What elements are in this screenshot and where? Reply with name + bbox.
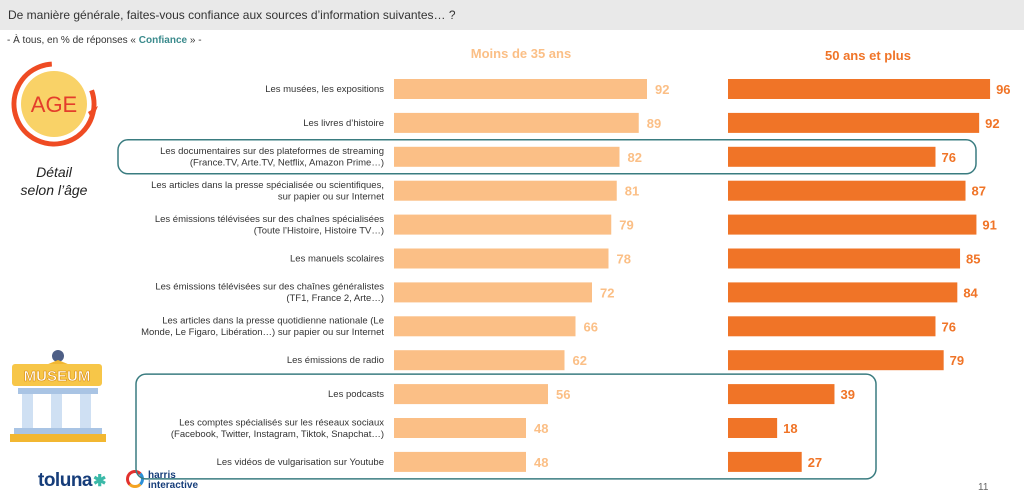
detail-line2: selon l’âge <box>20 182 88 198</box>
category-label: Les musées, les expositions <box>265 84 384 95</box>
category-label: Les articles dans la presse spécialisée … <box>151 180 384 203</box>
value-label-young: 89 <box>647 116 661 131</box>
question-text: De manière générale, faites-vous confian… <box>8 8 456 22</box>
bar-young <box>394 146 620 167</box>
toluna-star-icon: ✱ <box>93 473 106 490</box>
value-label-old: 92 <box>985 116 999 131</box>
bar-old <box>728 79 991 99</box>
value-label-young: 66 <box>584 319 598 334</box>
bar-young <box>394 350 565 371</box>
bar-old <box>728 316 936 337</box>
bar-young <box>394 214 612 235</box>
series-legend-old: 50 ans et plus <box>825 48 911 63</box>
bar-young <box>394 79 647 99</box>
toluna-logo: toluna✱ <box>38 470 106 492</box>
bar-young <box>394 384 548 405</box>
subtitle-highlight: Confiance <box>138 35 188 46</box>
subtitle-suffix: » - <box>187 35 202 46</box>
subtitle-prefix: - À tous, en % de réponses « <box>7 35 139 46</box>
harris-line1: harris <box>148 470 176 481</box>
value-label-young: 62 <box>573 353 587 368</box>
value-label-old: 18 <box>783 421 797 436</box>
value-label-old: 79 <box>950 353 964 368</box>
category-label: Les comptes spécialisés sur les réseaux … <box>171 417 384 440</box>
bar-young <box>394 418 526 438</box>
category-label: Les émissions télévisées sur des chaînes… <box>155 282 384 305</box>
value-label-old: 91 <box>982 218 996 233</box>
bar-old <box>728 350 944 371</box>
value-label-young: 82 <box>628 150 642 165</box>
harris-line2: interactive <box>148 480 199 491</box>
page-number: 11 <box>978 482 989 493</box>
bar-young <box>394 282 592 303</box>
bar-young <box>394 180 617 201</box>
value-label-old: 39 <box>840 387 854 402</box>
value-label-old: 87 <box>972 184 986 199</box>
value-label-old: 85 <box>966 252 980 267</box>
bar-old <box>728 451 802 472</box>
toluna-text: toluna <box>38 470 93 491</box>
category-label: Les émissions de radio <box>287 355 384 366</box>
bar-young <box>394 248 609 269</box>
bar-old <box>728 248 961 269</box>
detail-line1: Détail <box>36 164 72 180</box>
category-label: Les livres d’histoire <box>303 118 384 129</box>
value-label-old: 96 <box>996 82 1010 97</box>
age-label: AGE <box>31 92 77 117</box>
value-label-young: 92 <box>655 82 669 97</box>
bar-old <box>728 384 835 405</box>
value-label-young: 79 <box>619 218 633 233</box>
detail-caption: Détail selon l’âge <box>0 163 108 199</box>
value-label-young: 48 <box>534 421 548 436</box>
value-label-old: 27 <box>808 455 822 470</box>
bar-old <box>728 112 980 133</box>
question-header: De manière générale, faites-vous confian… <box>0 0 1024 30</box>
series-legend-young: Moins de 35 ans <box>471 46 571 61</box>
bar-young <box>394 451 526 472</box>
bar-old <box>728 418 778 438</box>
highlight-box-streaming <box>117 139 977 175</box>
value-label-young: 78 <box>617 252 631 267</box>
highlight-box-digital <box>135 373 877 480</box>
bar-young <box>394 112 639 133</box>
bar-old <box>728 180 966 201</box>
bar-young <box>394 316 576 337</box>
category-label: Les vidéos de vulgarisation sur Youtube <box>217 457 384 468</box>
value-label-old: 76 <box>941 150 955 165</box>
value-label-young: 48 <box>534 455 548 470</box>
category-label: Les articles dans la presse quotidienne … <box>141 316 384 339</box>
value-label-young: 81 <box>625 184 639 199</box>
category-label: Les émissions télévisées sur des chaînes… <box>155 214 384 237</box>
age-badge-icon: AGE <box>11 61 98 147</box>
museum-label: MUSEUM <box>24 368 91 385</box>
bar-old <box>728 214 977 235</box>
category-label: Les manuels scolaires <box>290 254 384 265</box>
value-label-young: 56 <box>556 387 570 402</box>
bar-old <box>728 282 958 303</box>
value-label-old: 76 <box>941 319 955 334</box>
museum-icon: MUSEUM <box>10 350 106 442</box>
category-label: Les podcasts <box>328 389 384 400</box>
base-subtitle: - À tous, en % de réponses « Confiance »… <box>7 35 202 46</box>
bar-old <box>728 146 936 167</box>
value-label-old: 84 <box>963 285 978 300</box>
value-label-young: 72 <box>600 285 614 300</box>
category-label: Les documentaires sur des plateformes de… <box>160 146 384 169</box>
